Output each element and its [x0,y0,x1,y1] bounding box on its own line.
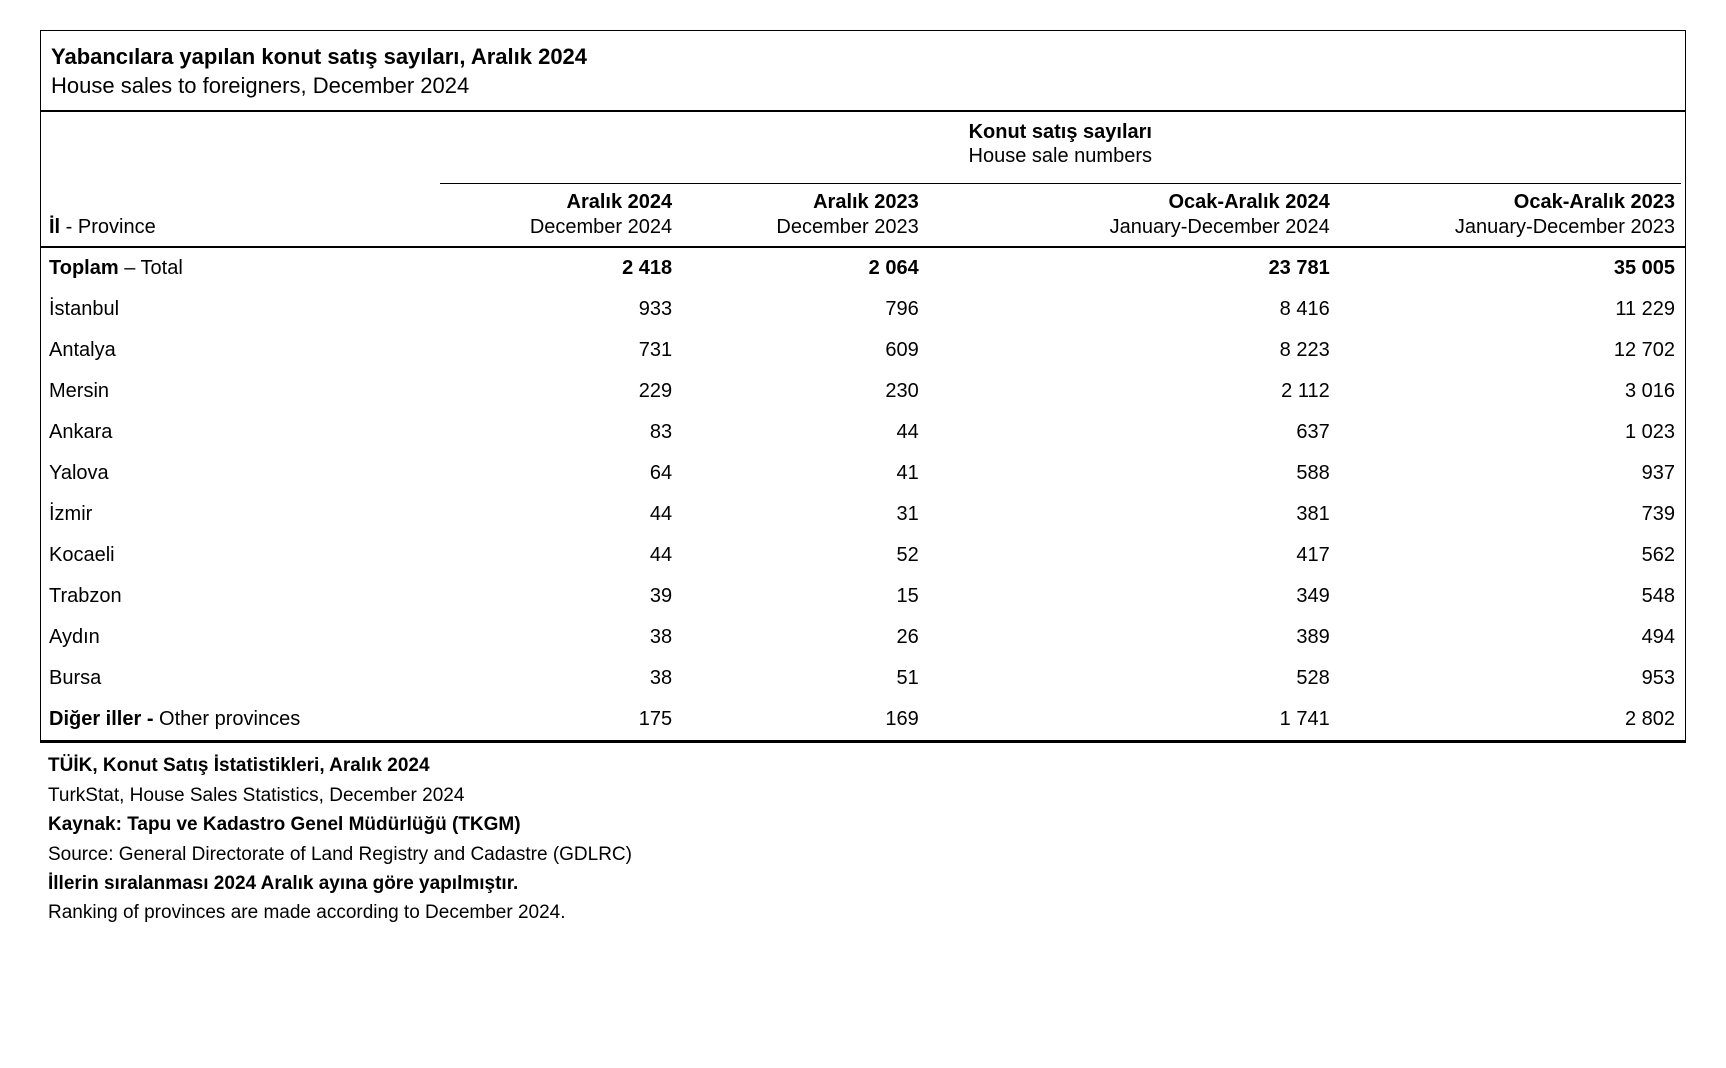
value-cell: 3 016 [1340,371,1685,412]
value-cell: 548 [1340,576,1685,617]
value-cell: 230 [682,371,929,412]
province-cell: Toplam – Total [41,247,436,289]
col-header-dec-2024: Aralık 2024 December 2024 [436,184,683,247]
footnote-line: Ranking of provinces are made according … [48,898,1686,927]
value-cell: 169 [682,699,929,742]
province-cell: Yalova [41,453,436,494]
table-row: İstanbul9337968 41611 229 [41,289,1685,330]
value-cell: 2 418 [436,247,683,289]
value-cell: 8 223 [929,330,1340,371]
report-frame: Yabancılara yapılan konut satış sayıları… [40,30,1686,743]
table-row: Aydın3826389494 [41,617,1685,658]
province-cell: Ankara [41,412,436,453]
value-cell: 937 [1340,453,1685,494]
value-cell: 52 [682,535,929,576]
value-cell: 35 005 [1340,247,1685,289]
value-cell: 588 [929,453,1340,494]
province-cell: Diğer iller - Other provinces [41,699,436,742]
value-cell: 609 [682,330,929,371]
province-cell: Aydın [41,617,436,658]
value-cell: 175 [436,699,683,742]
value-cell: 38 [436,617,683,658]
table-body: Toplam – Total2 4182 06423 78135 005İsta… [41,247,1685,742]
value-cell: 44 [436,535,683,576]
table-row: Ankara83446371 023 [41,412,1685,453]
value-cell: 796 [682,289,929,330]
value-cell: 562 [1340,535,1685,576]
value-cell: 2 112 [929,371,1340,412]
province-cell: Mersin [41,371,436,412]
value-cell: 44 [682,412,929,453]
province-cell: Kocaeli [41,535,436,576]
value-cell: 51 [682,658,929,699]
province-cell: Trabzon [41,576,436,617]
superheader-rule [41,172,1685,184]
value-cell: 64 [436,453,683,494]
superheader-en: House sale numbers [969,145,1152,167]
table-column-headers: İl - Province Aralık 2024 December 2024 … [41,184,1685,247]
table-row: Yalova6441588937 [41,453,1685,494]
value-cell: 1 741 [929,699,1340,742]
value-cell: 2 802 [1340,699,1685,742]
value-cell: 349 [929,576,1340,617]
title-tr: Yabancılara yapılan konut satış sayıları… [51,43,1675,72]
value-cell: 39 [436,576,683,617]
table-superheader-row: Konut satış sayıları House sale numbers [41,112,1685,172]
value-cell: 44 [436,494,683,535]
table-row: Trabzon3915349548 [41,576,1685,617]
footnote-line: TÜİK, Konut Satış İstatistikleri, Aralık… [48,751,1686,780]
value-cell: 637 [929,412,1340,453]
value-cell: 83 [436,412,683,453]
value-cell: 731 [436,330,683,371]
table-row: Bursa3851528953 [41,658,1685,699]
footnote-line: Source: General Directorate of Land Regi… [48,840,1686,869]
value-cell: 26 [682,617,929,658]
province-cell: Bursa [41,658,436,699]
value-cell: 11 229 [1340,289,1685,330]
value-cell: 528 [929,658,1340,699]
col-header-jan-dec-2023: Ocak-Aralık 2023 January-December 2023 [1340,184,1685,247]
value-cell: 12 702 [1340,330,1685,371]
value-cell: 494 [1340,617,1685,658]
value-cell: 229 [436,371,683,412]
sales-table: Konut satış sayıları House sale numbers … [41,112,1685,743]
value-cell: 15 [682,576,929,617]
province-cell: Antalya [41,330,436,371]
table-row: İzmir4431381739 [41,494,1685,535]
footnotes: TÜİK, Konut Satış İstatistikleri, Aralık… [40,743,1686,928]
col-header-jan-dec-2024: Ocak-Aralık 2024 January-December 2024 [929,184,1340,247]
col-header-province: İl - Province [41,184,436,247]
value-cell: 8 416 [929,289,1340,330]
value-cell: 381 [929,494,1340,535]
col-header-dec-2023: Aralık 2023 December 2023 [682,184,929,247]
table-row-other: Diğer iller - Other provinces1751691 741… [41,699,1685,742]
province-cell: İstanbul [41,289,436,330]
table-row: Antalya7316098 22312 702 [41,330,1685,371]
table-row: Kocaeli4452417562 [41,535,1685,576]
footnote-line: İllerin sıralanması 2024 Aralık ayına gö… [48,869,1686,898]
value-cell: 417 [929,535,1340,576]
value-cell: 953 [1340,658,1685,699]
footnote-line: Kaynak: Tapu ve Kadastro Genel Müdürlüğü… [48,810,1686,839]
value-cell: 38 [436,658,683,699]
value-cell: 31 [682,494,929,535]
value-cell: 739 [1340,494,1685,535]
value-cell: 933 [436,289,683,330]
table-row-total: Toplam – Total2 4182 06423 78135 005 [41,247,1685,289]
province-cell: İzmir [41,494,436,535]
value-cell: 23 781 [929,247,1340,289]
superheader-tr: Konut satış sayıları [969,121,1152,143]
footnote-line: TurkStat, House Sales Statistics, Decemb… [48,781,1686,810]
value-cell: 1 023 [1340,412,1685,453]
table-row: Mersin2292302 1123 016 [41,371,1685,412]
title-block: Yabancılara yapılan konut satış sayıları… [41,31,1685,110]
value-cell: 41 [682,453,929,494]
title-en: House sales to foreigners, December 2024 [51,72,1675,101]
value-cell: 389 [929,617,1340,658]
value-cell: 2 064 [682,247,929,289]
